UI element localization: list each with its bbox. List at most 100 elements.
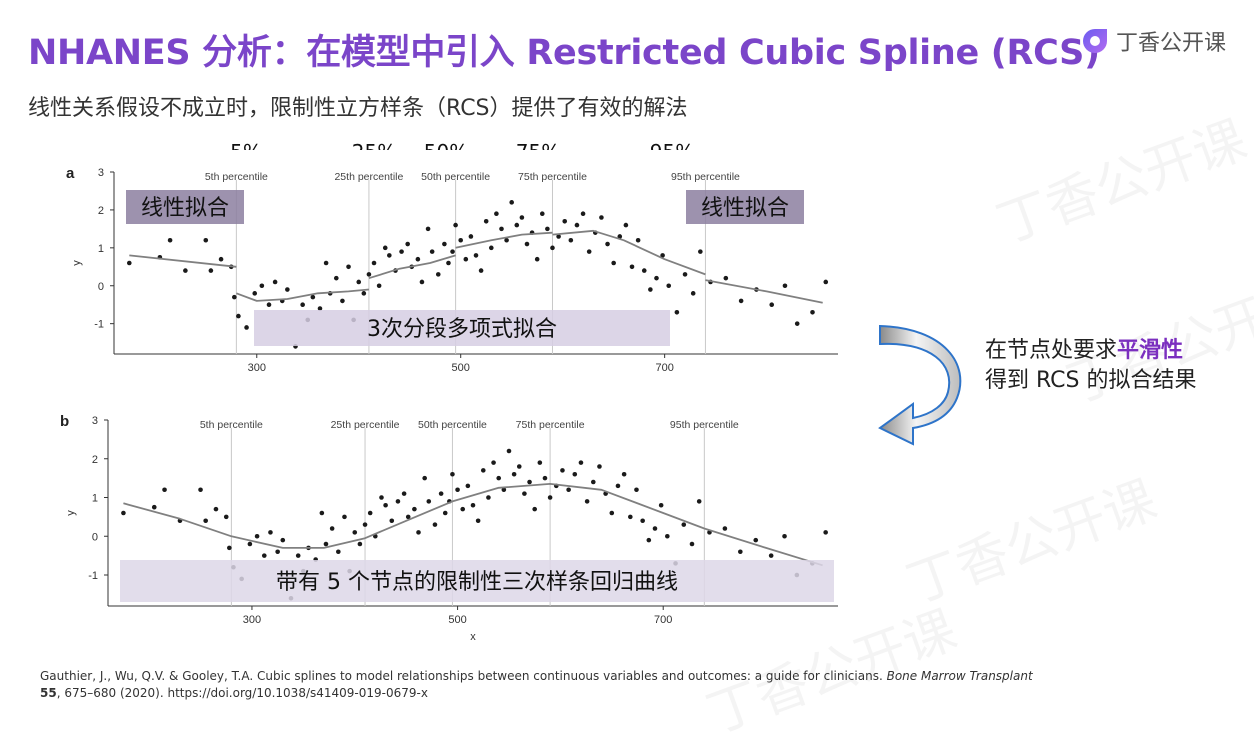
side-note-text: 在节点处要求: [985, 338, 1118, 363]
data-point: [399, 249, 404, 254]
data-point: [527, 479, 532, 485]
data-point: [361, 291, 367, 296]
data-point: [162, 487, 167, 493]
y-tick-label: -1: [94, 319, 104, 331]
data-point: [371, 260, 377, 266]
data-point: [383, 502, 388, 508]
data-point: [442, 510, 448, 516]
data-point: [580, 211, 586, 217]
y-tick-label: 2: [98, 205, 104, 217]
data-point: [367, 510, 373, 516]
data-point: [259, 283, 265, 289]
data-point: [480, 468, 486, 473]
annotation-box: 线性拟合: [686, 190, 804, 224]
slide-title: NHANES 分析：在模型中引入 Restricted Cubic Spline…: [28, 33, 1100, 73]
rcs-fit-chart: -1 0 1 2 3 300 500 700 b y x 5th percentile 25th per…: [60, 413, 838, 642]
citation-journal: Bone Marrow Transplant: [886, 669, 1033, 683]
data-point: [590, 479, 596, 485]
citation-volume: 55: [40, 686, 57, 700]
data-point: [823, 279, 829, 285]
data-point: [323, 260, 329, 266]
curved-arrow-icon: [878, 324, 962, 446]
data-point: [794, 321, 800, 326]
side-note-text: 得到 RCS 的拟合结果: [985, 368, 1197, 393]
data-point: [389, 518, 395, 524]
data-point: [769, 302, 775, 308]
y-tick-label: 3: [92, 415, 98, 427]
data-point: [562, 218, 568, 224]
data-point: [648, 287, 653, 292]
data-point: [753, 537, 759, 543]
y-tick-label: 2: [92, 454, 98, 466]
data-point: [609, 510, 615, 516]
data-point: [660, 253, 665, 258]
knot-label: 75th percentile: [516, 419, 585, 431]
data-point: [599, 215, 604, 220]
data-point: [689, 541, 695, 547]
data-point: [486, 495, 491, 500]
knot-label: 50th percentile: [418, 419, 487, 431]
data-point: [501, 487, 507, 493]
data-point: [615, 483, 621, 489]
data-point: [395, 499, 401, 504]
data-point: [578, 460, 584, 465]
data-point: [550, 245, 555, 251]
data-point: [666, 283, 672, 289]
data-point: [450, 471, 455, 477]
data-point: [475, 518, 481, 524]
data-point: [470, 502, 476, 508]
data-point: [379, 495, 384, 500]
y-axis-label: y: [65, 510, 77, 516]
x-axis-label: x: [470, 631, 476, 642]
fit-line: [552, 229, 706, 276]
data-point: [310, 294, 316, 300]
data-point: [635, 237, 641, 243]
data-point: [483, 218, 489, 224]
annotation-box: 线性拟合: [126, 190, 244, 224]
data-point: [442, 241, 447, 247]
data-point: [584, 499, 590, 504]
annotation-background: [686, 190, 804, 224]
data-point: [539, 211, 545, 217]
data-point: [698, 249, 703, 254]
knot-label: 75th percentile: [518, 171, 587, 183]
data-point: [542, 475, 548, 481]
data-point: [665, 533, 670, 539]
data-point: [416, 530, 421, 535]
data-point: [509, 200, 514, 205]
data-point: [681, 522, 687, 527]
data-point: [323, 541, 329, 547]
citation-pages: , 675–680 (2020). https://doi.org/10.103…: [56, 686, 428, 700]
knot-label: 95th percentile: [670, 419, 739, 431]
data-point: [198, 487, 203, 493]
data-point: [208, 268, 214, 273]
data-point: [782, 533, 787, 539]
side-note-highlight: 平滑性: [1117, 338, 1184, 363]
data-point: [723, 275, 729, 281]
data-point: [366, 272, 372, 277]
data-point: [401, 491, 407, 496]
data-point: [336, 549, 341, 555]
citation-authors: Gauthier, J., Wu, Q.V. & Gooley, T.A. Cu…: [40, 669, 883, 683]
data-point: [412, 506, 417, 512]
knot-label: 25th percentile: [331, 419, 400, 431]
knot-label: 25th percentile: [334, 171, 403, 183]
data-point: [275, 549, 280, 555]
panel-label: a: [66, 165, 75, 182]
data-point: [232, 294, 237, 300]
data-point: [450, 249, 455, 254]
data-point: [524, 241, 530, 247]
data-point: [319, 510, 325, 516]
knot-label: 5th percentile: [200, 419, 263, 431]
data-point: [568, 237, 574, 243]
data-point: [634, 487, 639, 493]
data-point: [247, 541, 253, 547]
data-point: [227, 545, 232, 551]
y-tick-label: 1: [98, 243, 104, 255]
data-point: [340, 298, 345, 304]
data-point: [478, 268, 484, 273]
data-point: [254, 533, 260, 539]
annotation-box: 3次分段多项式拟合: [254, 310, 670, 346]
x-tick-label: 700: [655, 362, 673, 372]
data-point: [605, 241, 610, 247]
